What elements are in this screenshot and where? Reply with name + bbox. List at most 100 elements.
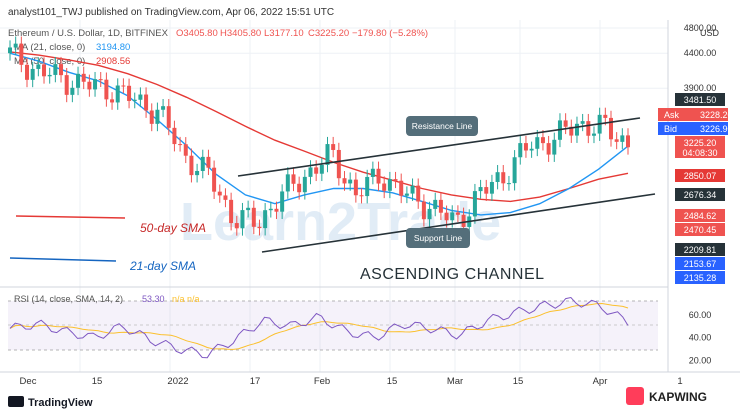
candle	[47, 67, 52, 84]
candle-body	[455, 212, 460, 215]
candle	[13, 36, 18, 55]
candle	[529, 141, 534, 158]
price-tag-2153: 2153.67	[675, 257, 725, 270]
candle-body	[138, 94, 143, 100]
candle-body	[370, 168, 375, 177]
candle-body	[246, 207, 251, 211]
candle-body	[206, 156, 211, 168]
candle-body	[132, 99, 137, 101]
candle-body	[348, 179, 353, 184]
candle-body	[36, 64, 41, 69]
time-tick-label: Apr	[593, 376, 608, 387]
support-label: Support Line	[414, 233, 462, 243]
candle	[308, 160, 313, 185]
price-tag-2135: 2135.28	[675, 271, 725, 284]
candle-body	[297, 183, 302, 193]
bar-countdown: 04:08:30	[682, 148, 717, 158]
candle-body	[98, 79, 103, 81]
candle-body	[410, 185, 415, 194]
price-tag-2470-text: 2470.45	[684, 225, 717, 235]
candle-body	[110, 99, 115, 103]
candle	[336, 142, 341, 186]
candle	[166, 99, 171, 136]
candle	[574, 116, 579, 143]
candle	[359, 188, 364, 204]
candle-body	[47, 74, 52, 77]
candle	[376, 161, 381, 191]
candle	[36, 57, 41, 77]
candle	[608, 110, 613, 147]
tradingview-logo: TradingView	[8, 396, 93, 409]
time-tick-label: 2022	[167, 376, 188, 387]
candle-body	[387, 179, 392, 191]
rsi-line	[9, 296, 629, 359]
candle	[563, 113, 568, 135]
candle	[155, 102, 160, 132]
candle-body	[200, 156, 205, 171]
candle	[382, 176, 387, 199]
publisher-line: analyst101_TWJ published on TradingView.…	[8, 7, 334, 18]
time-axis-ticks: Dec 15 2022 17 Feb 15 Mar 15 Apr 1	[20, 376, 683, 387]
rsi-tick-label: 60.00	[689, 310, 712, 320]
candle-body	[569, 126, 574, 136]
candle-body	[620, 135, 625, 142]
resistance-callout: Resistance Line	[406, 116, 478, 136]
candle-body	[336, 149, 341, 179]
currency-label: USD	[700, 28, 720, 38]
rsi-axis-ticks: 20.00 40.00 60.00	[689, 310, 712, 366]
candle-body	[42, 64, 47, 77]
candle	[189, 148, 194, 183]
ohlc-open: O3405.80	[176, 28, 218, 39]
candle-body	[512, 157, 517, 184]
candle	[591, 126, 596, 144]
candle	[433, 192, 438, 217]
candle-body	[172, 127, 177, 145]
candle-body	[359, 195, 364, 197]
candle	[115, 78, 120, 110]
sma50-annotation: 50-day SMA	[140, 221, 206, 235]
sma50-legend-line	[15, 215, 126, 219]
price-tag-2470: 2470.45	[675, 223, 725, 236]
pattern-title: ASCENDING CHANNEL	[360, 266, 545, 283]
support-callout: Support Line	[406, 228, 470, 248]
rsi-ma-line	[9, 302, 629, 350]
candle-body	[563, 120, 568, 127]
candle-body	[263, 210, 268, 229]
time-tick-label: Mar	[447, 376, 463, 387]
candle	[200, 149, 205, 179]
candle	[620, 128, 625, 150]
price-tag-2153-text: 2153.67	[684, 259, 717, 269]
candle-body	[393, 179, 398, 181]
candle	[586, 113, 591, 144]
ohlc-close: C3225.20	[308, 28, 349, 39]
candle-body	[257, 226, 262, 229]
bid-value: 3226.90	[700, 124, 733, 134]
candle	[444, 205, 449, 228]
sma21-annotation: 21-day SMA	[129, 259, 196, 273]
candle	[399, 173, 404, 204]
candle-body	[331, 144, 336, 150]
candle-body	[608, 117, 613, 140]
time-tick-label: 1	[677, 376, 682, 387]
candle-body	[25, 64, 30, 80]
candle-body	[183, 144, 188, 156]
last-price-tag: 3225.20 04:08:30	[675, 136, 725, 158]
candle-body	[166, 106, 171, 128]
candle-body	[603, 114, 608, 118]
candle-body	[591, 133, 596, 136]
price-tag-2484: 2484.62	[675, 209, 725, 222]
candle	[410, 178, 415, 201]
candle	[64, 67, 69, 103]
symbol-line: Ethereum / U.S. Dollar, 1D, BITFINEX O34…	[8, 28, 428, 39]
candle	[53, 56, 58, 83]
candle-body	[523, 143, 528, 151]
candle	[506, 175, 511, 191]
bid-tag: Bid 3226.90	[658, 122, 733, 135]
candle-body	[438, 199, 443, 213]
candle-body	[234, 223, 239, 229]
candle	[535, 129, 540, 157]
ma50-value: 2908.56	[96, 56, 130, 67]
candle-body	[53, 64, 58, 75]
candle	[421, 194, 426, 227]
candle	[268, 201, 273, 218]
